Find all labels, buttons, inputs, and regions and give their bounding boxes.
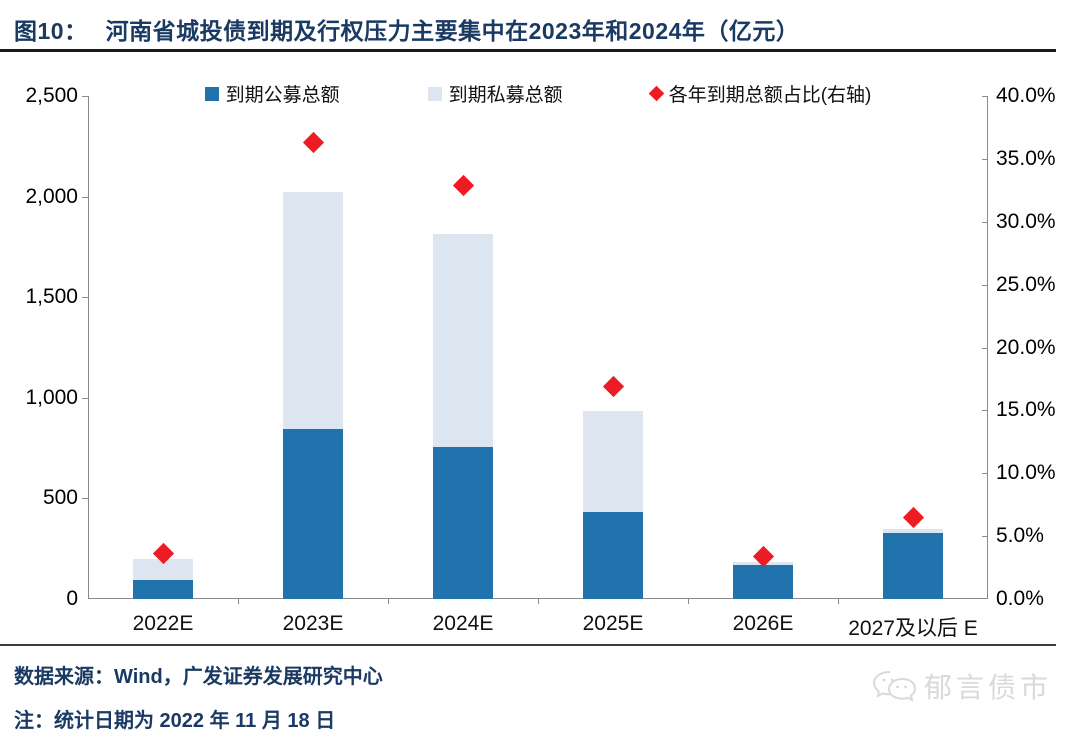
bar-segment [433, 233, 493, 448]
x-axis-tick-label: 2026E [732, 612, 794, 635]
x-axis-tick [688, 599, 689, 604]
bar-segment [433, 447, 493, 599]
figure-title-text: 河南省城投债到期及行权压力主要集中在2023年和2024年（亿元） [105, 18, 800, 44]
right-axis-tick-label: 5.0% [996, 524, 1044, 548]
right-axis-tick-label: 40.0% [996, 84, 1056, 107]
chat-bubbles-icon [872, 669, 916, 703]
footer-divider [0, 644, 1056, 646]
title-divider [0, 49, 1056, 52]
watermark: 郁言债市 [872, 666, 1052, 706]
x-axis-tick-label: 2027及以后 E [848, 617, 978, 640]
y-axis-tick-label: 500 [42, 486, 78, 510]
x-axis-tick-label: 2023E [282, 612, 344, 635]
legend-square-marker [427, 86, 442, 101]
y-axis-tick [82, 397, 88, 399]
y-axis-tick [82, 297, 88, 299]
y-axis-tick-label: 2,500 [25, 84, 78, 107]
ratio-diamond-marker [452, 174, 474, 196]
right-axis-tick-label: 10.0% [996, 461, 1056, 485]
legend-label: 到期私募总额 [448, 85, 563, 106]
legend-item: 到期私募总额 [427, 80, 563, 107]
right-axis-tick [982, 284, 988, 286]
legend-item: 到期公募总额 [204, 80, 340, 107]
right-axis-tick [982, 536, 988, 538]
y-axis-tick [82, 96, 88, 97]
y-axis-tick-label: 2,000 [25, 184, 78, 208]
right-axis-tick [982, 473, 988, 475]
ratio-diamond-marker [302, 131, 324, 154]
bar-segment [283, 191, 343, 429]
bar-segment [583, 512, 643, 599]
right-axis-tick-label: 15.0% [996, 398, 1056, 422]
note-text: 注：统计日期为 2022 年 11 月 18 日 [14, 710, 336, 732]
x-axis-tick [238, 599, 239, 604]
right-axis-tick [982, 158, 988, 160]
y-axis-tick-label: 0 [66, 587, 78, 610]
left-axis-line [88, 96, 89, 599]
ratio-diamond-marker [902, 506, 924, 528]
right-axis-tick-label: 30.0% [996, 209, 1056, 233]
bar-segment [133, 558, 193, 580]
right-axis-tick-label: 25.0% [996, 272, 1056, 296]
legend-label: 各年到期总额占比(右轴) [668, 85, 872, 106]
legend-square-marker [204, 86, 219, 101]
right-axis-tick [982, 410, 988, 412]
bar-segment [883, 528, 943, 533]
right-axis-tick-label: 0.0% [996, 587, 1044, 610]
bar-segment [733, 564, 793, 599]
right-axis-tick [982, 96, 988, 97]
x-axis-tick [388, 599, 389, 604]
bar-segment [133, 579, 193, 599]
x-axis-tick-label: 2022E [132, 612, 194, 635]
right-axis-tick [982, 347, 988, 349]
bar-segment [883, 532, 943, 599]
y-axis-tick [82, 498, 88, 500]
x-axis-tick-label: 2024E [432, 612, 494, 635]
right-axis-tick-label: 20.0% [996, 335, 1056, 359]
bar-segment [283, 429, 343, 599]
figure-number: 图10： [14, 18, 88, 44]
right-axis-tick-label: 35.0% [996, 146, 1056, 170]
x-axis-tick [838, 599, 839, 604]
data-source-text: 数据来源：Wind，广发证券发展研究中心 [14, 666, 383, 688]
x-axis-tick [538, 599, 539, 604]
right-axis-tick [982, 221, 988, 223]
watermark-text: 郁言债市 [923, 672, 1052, 703]
y-axis-tick [82, 196, 88, 198]
x-axis-tick-label: 2025E [582, 612, 644, 635]
plot-area [82, 96, 988, 604]
bottom-axis-line [88, 598, 988, 599]
legend-item: 各年到期总额占比(右轴) [648, 80, 872, 107]
y-axis-tick-label: 1,500 [25, 285, 78, 309]
chart-legend: 到期公募总额 到期私募总额 各年到期总额占比(右轴) [88, 80, 988, 107]
bar-segment [583, 410, 643, 513]
ratio-diamond-marker [602, 375, 624, 398]
figure-title: 图10： 河南省城投债到期及行权压力主要集中在2023年和2024年（亿元） [14, 12, 1064, 46]
legend-label: 到期公募总额 [225, 85, 340, 106]
y-axis-tick-label: 1,000 [25, 385, 78, 409]
